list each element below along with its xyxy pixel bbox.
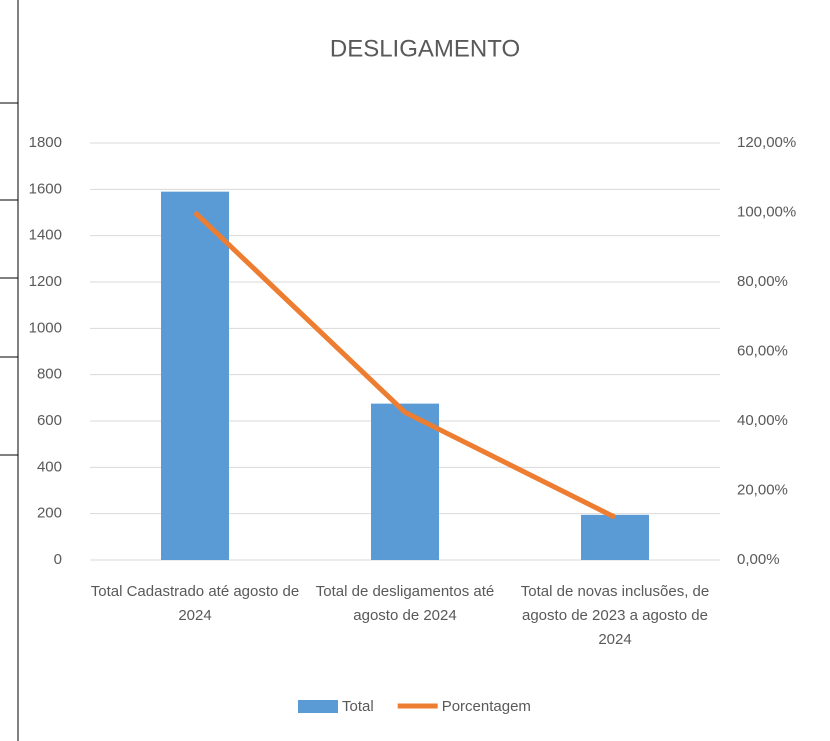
y2-tick-label: 120,00% bbox=[737, 134, 796, 151]
legend-swatch bbox=[298, 700, 338, 713]
legend-label: Total bbox=[342, 698, 374, 715]
x-tick-label: Total de novas inclusões, de agosto de 2… bbox=[520, 583, 710, 648]
bar bbox=[371, 403, 439, 560]
y-tick-label: 1600 bbox=[29, 180, 62, 197]
y2-tick-label: 0,00% bbox=[737, 551, 780, 568]
x-tick-label: Total de desligamentos até agosto de 202… bbox=[315, 583, 495, 624]
x-tick-label: Total Cadastrado até agosto de 2024 bbox=[90, 583, 300, 624]
y-tick-label: 1800 bbox=[29, 134, 62, 151]
bar bbox=[581, 514, 649, 560]
y2-tick-label: 20,00% bbox=[737, 481, 788, 498]
legend-label: Porcentagem bbox=[442, 698, 531, 715]
y-tick-label: 400 bbox=[37, 458, 62, 475]
y-tick-label: 0 bbox=[54, 551, 62, 568]
chart-title: DESLIGAMENTO bbox=[330, 35, 520, 62]
y2-tick-label: 80,00% bbox=[737, 273, 788, 290]
y-tick-label: 800 bbox=[37, 366, 62, 383]
y2-tick-label: 40,00% bbox=[737, 412, 788, 429]
y2-tick-label: 60,00% bbox=[737, 342, 788, 359]
y-tick-label: 600 bbox=[37, 412, 62, 429]
y2-tick-label: 100,00% bbox=[737, 203, 796, 220]
y-tick-label: 1000 bbox=[29, 319, 62, 336]
y-tick-label: 1200 bbox=[29, 273, 62, 290]
line bbox=[193, 210, 617, 520]
y-tick-label: 200 bbox=[37, 505, 62, 522]
y-tick-label: 1400 bbox=[29, 227, 62, 244]
bar bbox=[161, 191, 229, 560]
